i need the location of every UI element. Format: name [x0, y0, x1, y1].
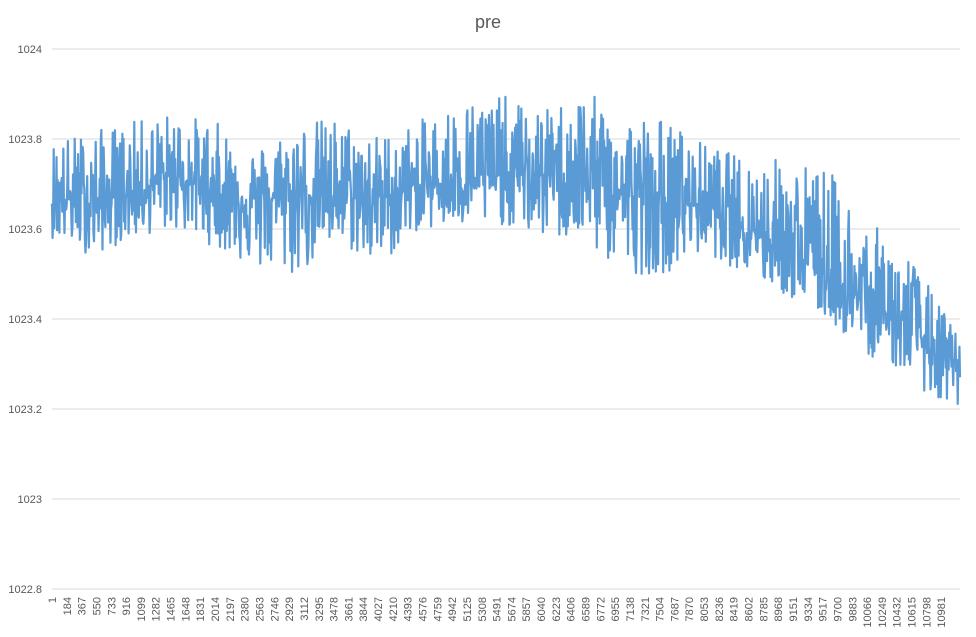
x-tick-label: 3295 — [314, 597, 326, 621]
x-tick-label: 3844 — [358, 597, 370, 621]
x-tick-label: 9517 — [818, 597, 830, 621]
x-tick-label: 6589 — [581, 597, 593, 621]
x-tick-label: 8419 — [729, 597, 741, 621]
x-tick-label: 7870 — [684, 597, 696, 621]
x-tick-label: 5491 — [492, 597, 504, 621]
x-tick-label: 1099 — [136, 597, 148, 621]
y-tick-label: 1023.8 — [8, 134, 42, 146]
y-tick-label: 1024 — [18, 44, 42, 56]
y-tick-label: 1023.6 — [8, 224, 42, 236]
x-tick-label: 8968 — [773, 597, 785, 621]
x-tick-label: 4027 — [373, 597, 385, 621]
x-tick-label: 5857 — [521, 597, 533, 621]
x-tick-label: 6772 — [595, 597, 607, 621]
x-tick-label: 8053 — [699, 597, 711, 621]
y-tick-label: 1023.2 — [8, 404, 42, 416]
x-tick-label: 9883 — [847, 597, 859, 621]
series-line — [50, 95, 962, 406]
x-tick-label: 3478 — [329, 597, 341, 621]
x-tick-label: 2746 — [269, 597, 281, 621]
x-tick-label: 10066 — [862, 597, 874, 628]
x-tick-label: 7321 — [640, 597, 652, 621]
x-tick-label: 184 — [62, 597, 74, 615]
x-tick-label: 6955 — [610, 597, 622, 621]
x-tick-label: 8785 — [758, 597, 770, 621]
x-tick-label: 4942 — [447, 597, 459, 621]
x-tick-label: 6223 — [551, 597, 563, 621]
x-tick-label: 1465 — [166, 597, 178, 621]
y-tick-label: 1023.4 — [8, 314, 42, 326]
x-tick-label: 8236 — [714, 597, 726, 621]
x-tick-label: 10249 — [877, 597, 889, 628]
x-tick-label: 2380 — [240, 597, 252, 621]
x-tick-label: 6040 — [536, 597, 548, 621]
x-tick-label: 550 — [91, 597, 103, 615]
x-tick-label: 2197 — [225, 597, 237, 621]
x-tick-label: 4576 — [417, 597, 429, 621]
x-axis-tick-labels: 1 184 367 550 733 916 1099 1282 1465 1648 1831 2014… — [47, 597, 948, 628]
x-tick-label: 2563 — [254, 597, 266, 621]
x-tick-label: 1 — [47, 597, 59, 603]
x-tick-label: 733 — [106, 597, 118, 615]
y-tick-label: 1023 — [18, 494, 42, 506]
x-tick-label: 10798 — [921, 597, 933, 628]
x-tick-label: 5125 — [462, 597, 474, 621]
x-tick-label: 4393 — [403, 597, 415, 621]
x-tick-label: 5674 — [506, 597, 518, 621]
x-tick-label: 9700 — [832, 597, 844, 621]
y-tick-label: 1022.8 — [8, 584, 42, 596]
x-tick-label: 4210 — [388, 597, 400, 621]
x-tick-label: 3112 — [299, 597, 311, 621]
x-tick-label: 916 — [121, 597, 133, 615]
x-tick-label: 9334 — [803, 597, 815, 621]
y-axis-tick-labels: 1024 1023.8 1023.6 1023.4 1023.2 1023 1022.8 — [8, 44, 42, 596]
x-tick-label: 9151 — [788, 597, 800, 621]
x-tick-label: 10615 — [907, 597, 919, 628]
x-tick-label: 1282 — [151, 597, 163, 621]
x-tick-label: 8602 — [744, 597, 756, 621]
x-tick-label: 4759 — [432, 597, 444, 621]
x-tick-label: 7138 — [625, 597, 637, 621]
x-tick-label: 7504 — [655, 597, 667, 621]
x-tick-label: 1648 — [180, 597, 192, 621]
chart-title: pre — [474, 12, 501, 32]
x-tick-label: 7687 — [669, 597, 681, 621]
x-tick-label: 10981 — [936, 597, 948, 628]
x-tick-label: 367 — [77, 597, 89, 615]
x-tick-label: 5308 — [477, 597, 489, 621]
x-tick-label: 1831 — [195, 597, 207, 621]
x-tick-label: 3661 — [343, 597, 355, 621]
x-tick-label: 2929 — [284, 597, 296, 621]
x-tick-label: 10432 — [892, 597, 904, 628]
x-tick-label: 2014 — [210, 597, 222, 621]
x-tick-label: 6406 — [566, 597, 578, 621]
series-layer — [50, 95, 962, 406]
